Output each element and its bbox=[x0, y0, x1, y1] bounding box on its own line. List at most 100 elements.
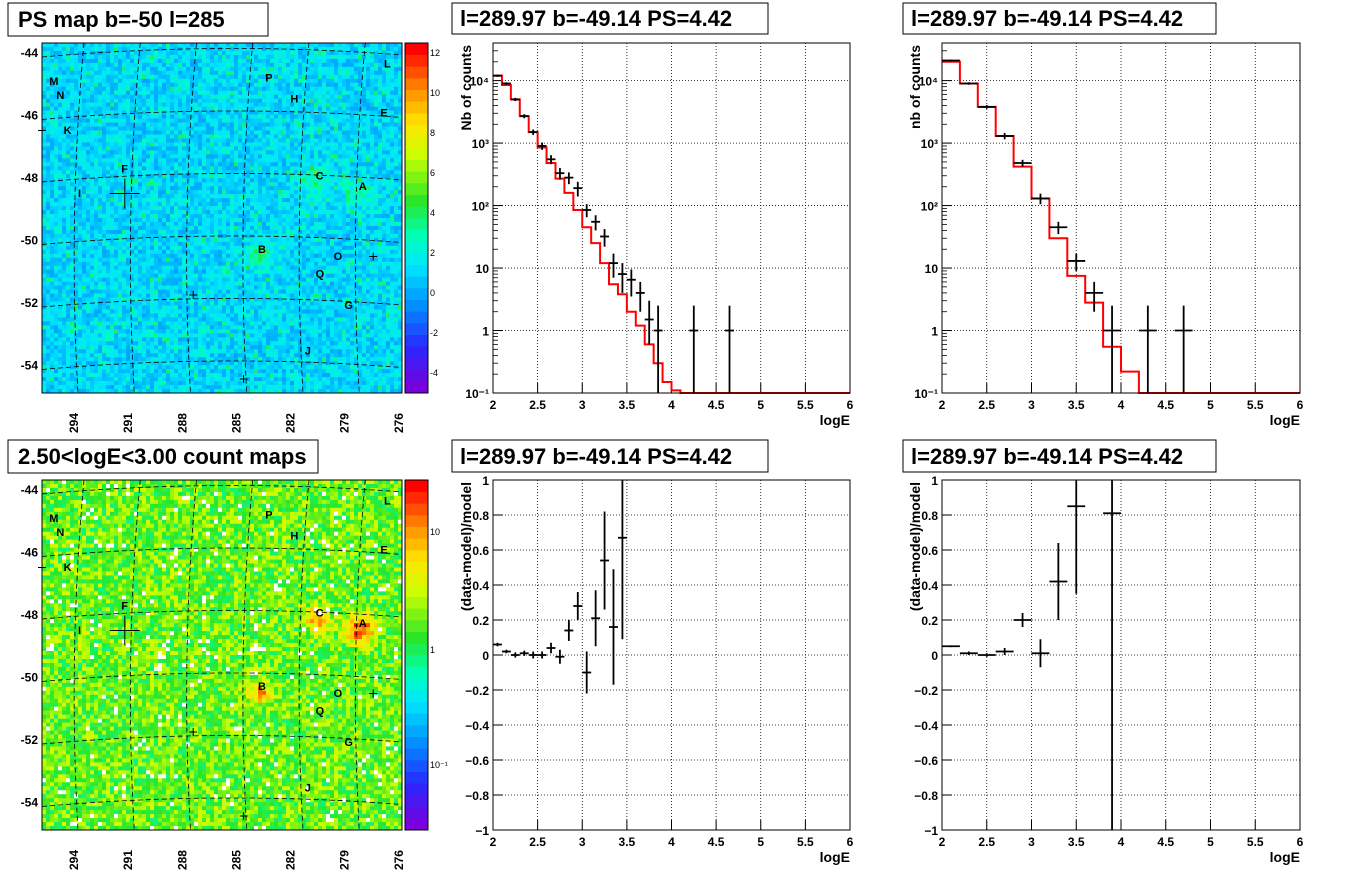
y-tick-label: −0.2 bbox=[914, 684, 938, 698]
colorbar-band bbox=[405, 43, 428, 55]
y-tick-label: 0.2 bbox=[921, 614, 938, 628]
x-axis-label: logE bbox=[820, 412, 850, 428]
source-label-I: I bbox=[78, 188, 81, 200]
colorbar-band bbox=[405, 253, 428, 265]
source-label-H: H bbox=[290, 94, 298, 106]
colorbar-band bbox=[405, 655, 428, 667]
colorbar-band bbox=[405, 550, 428, 562]
x-axis-label: logE bbox=[1270, 412, 1300, 428]
x-tick-label: 2.5 bbox=[978, 398, 995, 412]
y-tick-label: 10⁻¹ bbox=[914, 387, 938, 401]
colorbar-band bbox=[405, 78, 428, 90]
y-tick-label: −0.6 bbox=[914, 754, 938, 768]
panel-title: 2.50<logE<3.00 count maps bbox=[18, 444, 307, 469]
y-tick-label: 0.6 bbox=[472, 544, 489, 558]
colorbar-band bbox=[405, 300, 428, 312]
x-tick-label: 3.5 bbox=[619, 835, 636, 849]
y-axis-label: (data-model)/model bbox=[458, 482, 474, 611]
source-label-P: P bbox=[265, 73, 272, 85]
source-label-I: I bbox=[78, 625, 81, 637]
colorbar-band bbox=[405, 562, 428, 574]
colorbar-band bbox=[405, 503, 428, 515]
x-tick-label: 282 bbox=[284, 413, 298, 433]
x-tick-label: 4 bbox=[668, 398, 675, 412]
source-label-F: F bbox=[121, 164, 128, 176]
y-tick-label: 10⁻¹ bbox=[465, 387, 489, 401]
colorbar-tick-label: 2 bbox=[430, 248, 435, 258]
x-tick-label: 279 bbox=[338, 850, 352, 870]
x-tick-label: 282 bbox=[284, 850, 298, 870]
y-tick-label: -54 bbox=[21, 359, 39, 373]
y-tick-label: −0.2 bbox=[465, 684, 489, 698]
source-label-C: C bbox=[316, 608, 324, 620]
colorbar-band bbox=[405, 55, 428, 67]
source-label-P: P bbox=[265, 510, 272, 522]
colorbar-tick-label: 12 bbox=[430, 48, 440, 58]
x-tick-label: 2 bbox=[939, 835, 946, 849]
y-tick-label: -52 bbox=[21, 733, 39, 747]
colorbar-band bbox=[405, 678, 428, 690]
colorbar-tick-label: 10 bbox=[430, 88, 440, 98]
colorbar-band bbox=[405, 690, 428, 702]
x-tick-label: 5 bbox=[1207, 398, 1214, 412]
colorbar-band bbox=[405, 783, 428, 795]
x-tick-label: 4.5 bbox=[1157, 835, 1174, 849]
colorbar-band bbox=[405, 795, 428, 807]
x-tick-label: 276 bbox=[392, 850, 406, 870]
y-tick-label: -52 bbox=[21, 296, 39, 310]
y-tick-label: 1 bbox=[482, 325, 489, 339]
colorbar-band bbox=[405, 702, 428, 714]
y-tick-label: 1 bbox=[931, 325, 938, 339]
source-label-A: A bbox=[359, 181, 367, 193]
source-label-L: L bbox=[384, 59, 391, 71]
x-tick-label: 5.5 bbox=[1247, 398, 1264, 412]
colorbar-band bbox=[405, 241, 428, 253]
colorbar-band bbox=[405, 515, 428, 527]
source-label-O: O bbox=[334, 251, 343, 263]
source-label-E: E bbox=[380, 545, 387, 557]
y-tick-label: −1 bbox=[475, 824, 489, 838]
x-tick-label: 2 bbox=[490, 835, 497, 849]
x-tick-label: 5 bbox=[1207, 835, 1214, 849]
x-tick-label: 279 bbox=[338, 413, 352, 433]
x-tick-label: 3.5 bbox=[619, 398, 636, 412]
colorbar-band bbox=[405, 760, 428, 772]
source-label-G: G bbox=[344, 737, 353, 749]
y-tick-label: 10 bbox=[925, 262, 939, 276]
colorbar-band bbox=[405, 807, 428, 819]
colorbar-band bbox=[405, 643, 428, 655]
colorbar-band bbox=[405, 597, 428, 609]
colorbar-tick-label: 10 bbox=[430, 527, 440, 537]
x-tick-label: 285 bbox=[229, 850, 243, 870]
x-tick-label: 291 bbox=[121, 413, 135, 433]
y-tick-label: 10³ bbox=[921, 137, 938, 151]
colorbar-band bbox=[405, 725, 428, 737]
x-tick-label: 2.5 bbox=[529, 835, 546, 849]
colorbar-band bbox=[405, 346, 428, 358]
colorbar-band bbox=[405, 195, 428, 207]
colorbar-tick-label: 4 bbox=[430, 208, 435, 218]
colorbar-tick-label: 8 bbox=[430, 128, 435, 138]
colorbar-band bbox=[405, 573, 428, 585]
panel-title: PS map b=-50 l=285 bbox=[18, 7, 225, 32]
source-label-M: M bbox=[49, 76, 58, 88]
x-tick-label: 4.5 bbox=[1157, 398, 1174, 412]
source-label-J: J bbox=[305, 783, 311, 795]
x-tick-label: 5 bbox=[757, 398, 764, 412]
source-label-Q: Q bbox=[316, 706, 325, 718]
colorbar-tick-label: 10⁻¹ bbox=[430, 760, 448, 770]
colorbar-band bbox=[405, 288, 428, 300]
colorbar-band bbox=[405, 160, 428, 172]
y-axis-label: nb of counts bbox=[907, 45, 923, 129]
y-tick-label: -48 bbox=[21, 171, 39, 185]
y-axis-label: (data-model)/model bbox=[907, 482, 923, 611]
panel-title: l=289.97 b=-49.14 PS=4.42 bbox=[460, 444, 732, 469]
